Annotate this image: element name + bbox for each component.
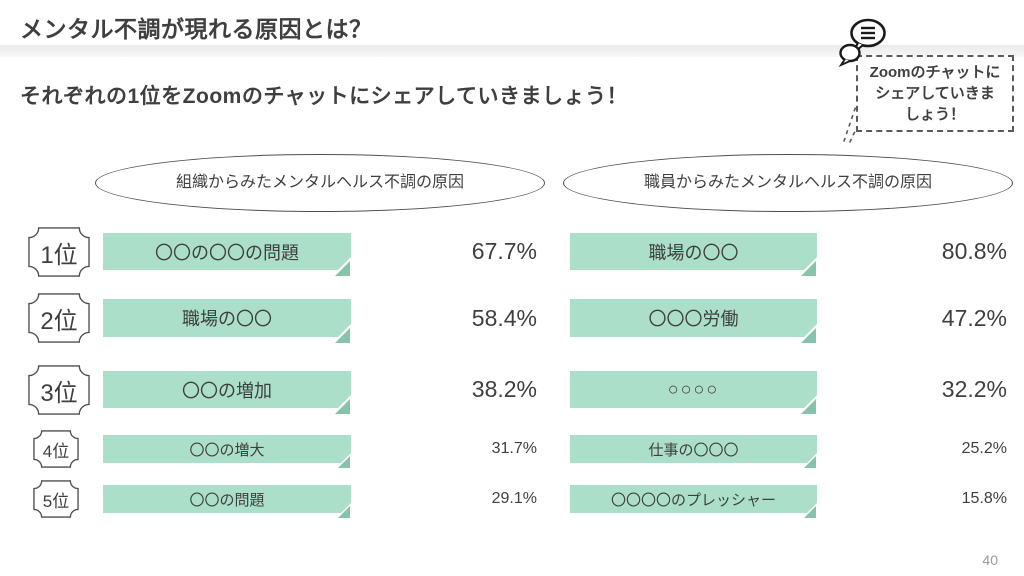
cause-label: 仕事の〇〇〇 <box>648 441 739 459</box>
rank-label: 3位 <box>40 379 78 407</box>
percentage-staff: 47.2% <box>941 304 1007 331</box>
rank-row: 3位 〇〇の増加 38.2% ○○○○ 32.2% <box>0 365 1024 415</box>
callout-text-line: しょう！ <box>904 106 965 123</box>
column-header-staff: 職員からみたメンタルヘルス不調の原因 <box>563 154 1013 212</box>
fold-corner <box>804 456 816 468</box>
rank-badge: 2位 <box>28 293 90 343</box>
rank-label: 2位 <box>40 307 78 335</box>
rank-label: 1位 <box>40 241 78 269</box>
cause-label: 〇〇の問題 <box>189 491 265 509</box>
cause-box-organization: 〇〇の増加 <box>103 371 351 408</box>
cause-label: ○○○○ <box>667 379 720 399</box>
percentage-staff: 32.2% <box>941 376 1007 402</box>
cause-label: 〇〇の増大 <box>189 441 265 459</box>
title-divider <box>0 45 1024 57</box>
percentage-staff: 80.8% <box>941 238 1007 264</box>
cause-label: 職場の〇〇 <box>648 242 739 263</box>
percentage-staff: 15.8% <box>961 490 1007 507</box>
fold-corner <box>335 328 350 343</box>
percentage-staff: 25.2% <box>961 440 1007 457</box>
percentage-organization: 29.1% <box>491 490 537 507</box>
percentage-organization: 38.2% <box>471 376 537 402</box>
cause-label: 〇〇の〇〇の問題 <box>155 242 299 263</box>
fold-corner <box>804 506 816 518</box>
fold-corner <box>801 328 816 343</box>
fold-corner <box>801 399 816 414</box>
rank-badge: 3位 <box>28 365 90 415</box>
cause-box-staff: 職場の〇〇 <box>570 233 817 270</box>
fold-corner <box>335 399 350 414</box>
cause-box-staff: ○○○○ <box>570 371 817 408</box>
rank-label: 4位 <box>42 441 70 461</box>
fold-corner <box>335 261 350 276</box>
cause-label: 〇〇の増加 <box>182 380 272 401</box>
rank-row: 1位 〇〇の〇〇の問題 67.7% 職場の〇〇 80.8% <box>0 227 1024 277</box>
fold-corner <box>801 261 816 276</box>
cause-box-organization: 職場の〇〇 <box>103 299 351 337</box>
chat-bubbles-icon <box>838 18 886 68</box>
rank-row: 2位 職場の〇〇 58.4% 〇〇〇労働 47.2% <box>0 293 1024 343</box>
cause-box-staff: 〇〇〇〇のプレッシャー <box>570 485 817 513</box>
fold-corner <box>338 506 350 518</box>
cause-box-staff: 〇〇〇労働 <box>570 299 817 337</box>
cause-box-organization: 〇〇の〇〇の問題 <box>103 233 351 270</box>
cause-label: 職場の〇〇 <box>182 309 272 329</box>
fold-corner <box>338 456 350 468</box>
rank-label: 5位 <box>42 491 70 511</box>
rank-badge: 1位 <box>28 227 90 277</box>
percentage-organization: 31.7% <box>491 440 537 457</box>
rank-row: 5位 〇〇の問題 29.1% 〇〇〇〇のプレッシャー 15.8% <box>0 480 1024 518</box>
callout-text-line: Zoomのチャットに <box>869 64 1001 81</box>
column-header-organization: 組織からみたメンタルヘルス不調の原因 <box>95 154 545 212</box>
percentage-organization: 67.7% <box>471 238 537 264</box>
slide-title: メンタル不調が現れる原因とは？ <box>20 16 373 42</box>
slide-subtitle: それぞれの1位をZoomのチャットにシェアしていきましょう！ <box>20 85 628 108</box>
cause-label: 〇〇〇労働 <box>648 309 739 329</box>
percentage-organization: 58.4% <box>471 304 537 331</box>
page-number: 40 <box>982 552 998 568</box>
cause-box-staff: 仕事の〇〇〇 <box>570 435 817 463</box>
rank-row: 4位 〇〇の増大 31.7% 仕事の〇〇〇 25.2% <box>0 430 1024 468</box>
callout-text-line: シェアしていきま <box>875 85 995 102</box>
rank-badge: 5位 <box>33 480 79 518</box>
cause-label: 〇〇〇〇のプレッシャー <box>610 491 776 509</box>
cause-box-organization: 〇〇の増大 <box>103 435 351 463</box>
zoom-chat-callout: Zoomのチャットに シェアしていきま しょう！ <box>856 55 1014 132</box>
rank-badge: 4位 <box>33 430 79 468</box>
cause-box-organization: 〇〇の問題 <box>103 485 351 513</box>
